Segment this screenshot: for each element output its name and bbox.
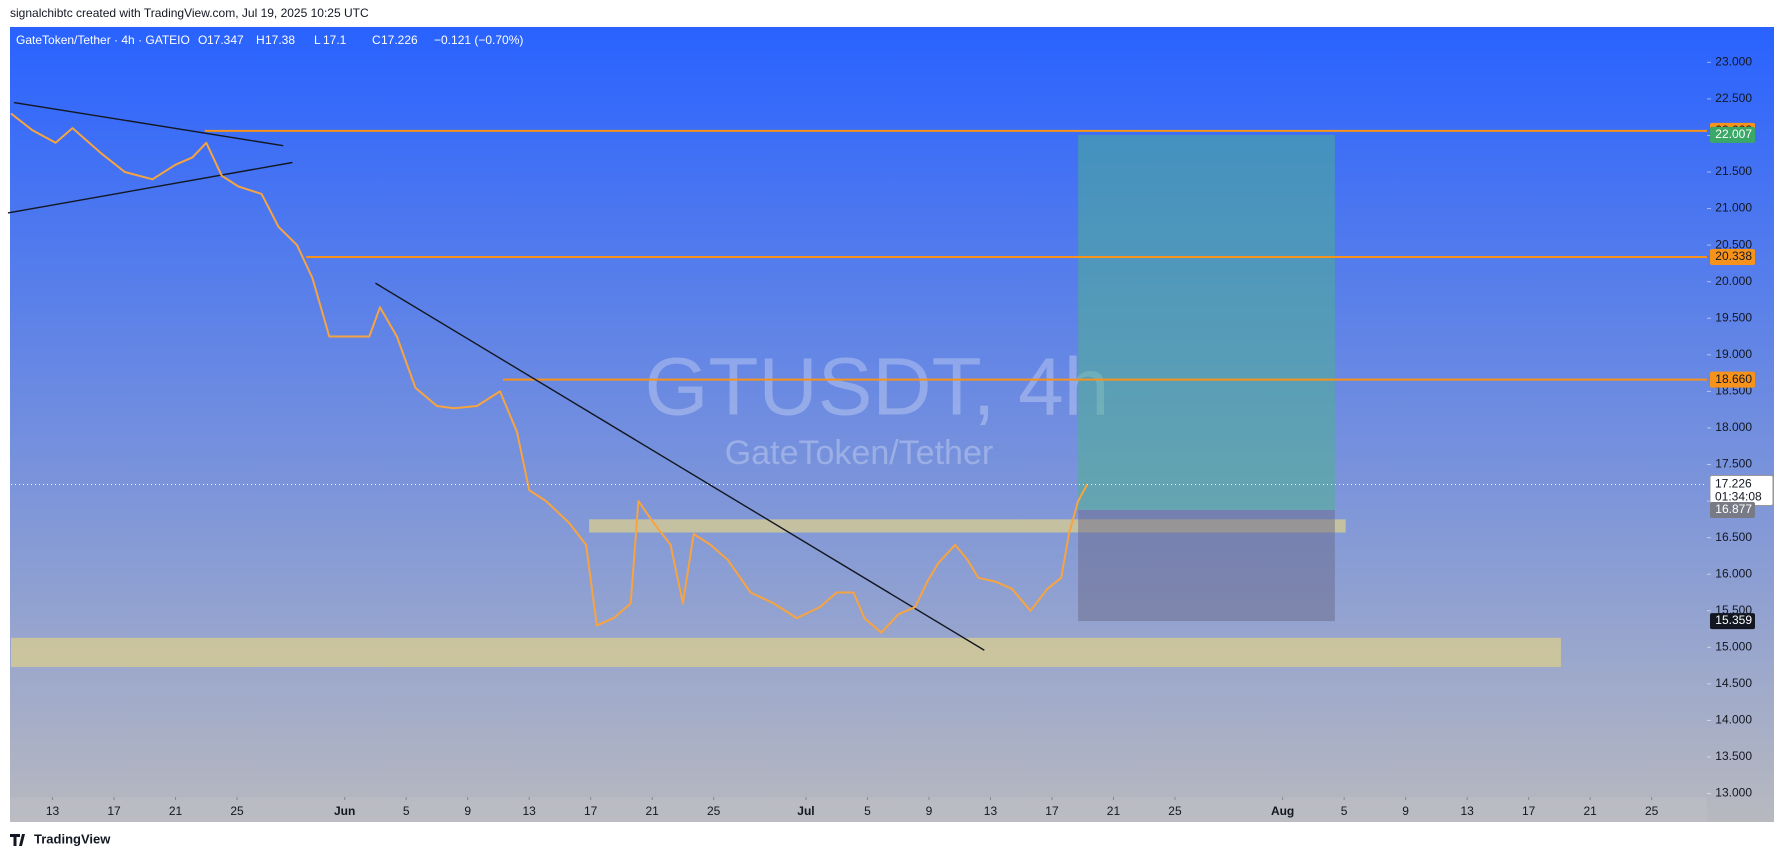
- x-tick-label: 5: [1341, 804, 1348, 818]
- x-tick-label: 9: [464, 804, 471, 818]
- ohlc-key: L: [314, 33, 321, 47]
- y-tick-label: 13.500: [1715, 749, 1752, 763]
- position-tag: [1710, 502, 1755, 519]
- y-tick-label: 21.500: [1715, 164, 1752, 178]
- x-tick-label: 21: [646, 804, 660, 818]
- ohlc-key: O: [198, 33, 207, 47]
- level-tag: [1710, 248, 1755, 265]
- position-target: [1078, 134, 1335, 511]
- x-tick-label: 21: [1107, 804, 1121, 818]
- level-tag: [1710, 371, 1755, 388]
- x-tick-label: 17: [584, 804, 598, 818]
- change: −0.121 (−0.70%): [434, 33, 523, 47]
- symbol: GateToken/Tether · 4h · GATEIO: [16, 33, 190, 47]
- chart-background: [10, 27, 1774, 822]
- x-tick-label: 25: [1168, 804, 1182, 818]
- zone: [11, 637, 1561, 668]
- position-label: 15.359: [1715, 613, 1752, 627]
- x-tick-label: 5: [403, 804, 410, 818]
- level-label: 20.338: [1715, 249, 1752, 263]
- ohlc-key: C: [372, 33, 381, 47]
- x-tick-label: Jun: [334, 804, 355, 818]
- y-tick-label: 16.000: [1715, 566, 1752, 580]
- position-stop: [1078, 510, 1335, 622]
- y-tick-label: 16.500: [1715, 530, 1752, 544]
- x-tick-label: 9: [926, 804, 933, 818]
- x-tick-label: 25: [1645, 804, 1659, 818]
- y-tick-label: 14.500: [1715, 676, 1752, 690]
- position-label: 16.877: [1715, 502, 1752, 516]
- x-tick-label: 25: [230, 804, 244, 818]
- watermark: GTUSDT, 4h: [645, 342, 1110, 433]
- brand-logo: [10, 834, 25, 846]
- y-tick-label: 20.000: [1715, 274, 1752, 288]
- y-tick-label: 21.000: [1715, 201, 1752, 215]
- countdown: 01:34:08: [1715, 490, 1762, 504]
- x-tick-label: 17: [1045, 804, 1059, 818]
- ohlc-value: 17.38: [265, 33, 295, 47]
- last-price-label: 17.226: [1715, 477, 1752, 491]
- brand: TradingView: [34, 831, 111, 846]
- y-tick-label: 18.000: [1715, 420, 1752, 434]
- x-axis-strip: [10, 797, 1707, 822]
- position-label: 22.007: [1715, 127, 1752, 141]
- y-tick-label: 17.500: [1715, 457, 1752, 471]
- ohlc-value: 17.347: [207, 33, 244, 47]
- level-label: 18.660: [1715, 372, 1752, 386]
- position-tag: [1710, 613, 1755, 630]
- credit: signalchibtc created with TradingView.co…: [10, 6, 369, 20]
- x-tick-label: 13: [46, 804, 60, 818]
- y-tick-label: 23.000: [1715, 54, 1752, 68]
- x-tick-label: Jul: [797, 804, 814, 818]
- x-tick-label: 9: [1402, 804, 1409, 818]
- y-tick-label: 19.500: [1715, 310, 1752, 324]
- y-tick-label: 15.000: [1715, 639, 1752, 653]
- trendline: [375, 282, 985, 651]
- position-tag: [1710, 126, 1755, 143]
- x-tick-label: 21: [1583, 804, 1597, 818]
- x-tick-label: 13: [522, 804, 536, 818]
- trendline: [7, 161, 293, 214]
- price-line: [10, 112, 1089, 634]
- ohlc-key: H: [256, 33, 265, 47]
- x-tick-label: 25: [707, 804, 721, 818]
- y-tick-label: 20.500: [1715, 237, 1752, 251]
- y-tick-label: 19.000: [1715, 347, 1752, 361]
- y-tick-label: 22.500: [1715, 91, 1752, 105]
- trendline: [13, 101, 284, 147]
- x-tick-label: 17: [107, 804, 121, 818]
- x-tick-label: 17: [1522, 804, 1536, 818]
- watermark-sub: GateToken/Tether: [725, 434, 993, 472]
- x-tick-label: 13: [1460, 804, 1474, 818]
- x-tick-label: 13: [984, 804, 998, 818]
- y-tick-label: 14.000: [1715, 713, 1752, 727]
- y-tick-label: 13.000: [1715, 786, 1752, 800]
- x-tick-label: Aug: [1271, 804, 1294, 818]
- x-tick-label: 5: [864, 804, 871, 818]
- ohlc-value: 17.1: [323, 33, 347, 47]
- x-tick-label: 21: [169, 804, 183, 818]
- ohlc-value: 17.226: [381, 33, 418, 47]
